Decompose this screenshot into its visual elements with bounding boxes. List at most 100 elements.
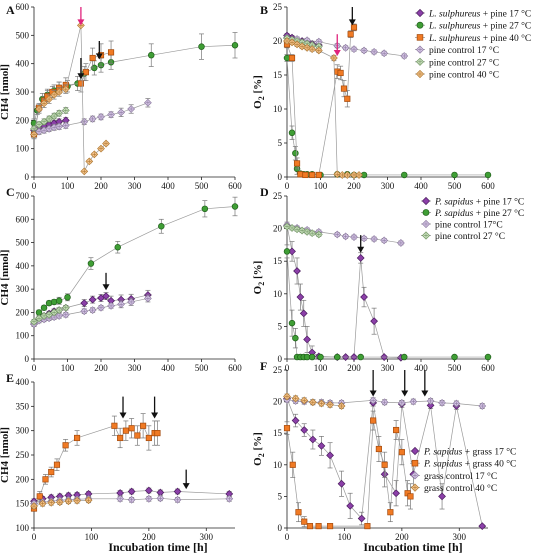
data-point	[293, 160, 301, 167]
y-axis-label: O2 [%]	[252, 432, 266, 466]
x-tick-label: 400	[414, 363, 428, 373]
y-tick-label: 20	[273, 224, 283, 234]
data-point	[303, 335, 311, 344]
data-point	[53, 461, 61, 468]
data-point	[301, 518, 308, 525]
data-point	[74, 434, 81, 442]
data-point	[309, 171, 316, 179]
series-line	[286, 225, 401, 359]
y-tick-label: 600	[16, 2, 30, 12]
data-point	[111, 422, 118, 429]
series-ctrl40	[283, 37, 363, 179]
data-point	[347, 31, 354, 38]
legend-label: grass control 40 °C	[424, 483, 497, 494]
data-point	[344, 95, 351, 102]
x-tick-label: 100	[314, 363, 328, 373]
data-point	[127, 487, 136, 496]
data-point	[173, 487, 182, 496]
data-point	[302, 171, 309, 179]
x-tick-label: 100	[314, 181, 328, 191]
y-tick-label: 500	[16, 30, 30, 40]
series-ctrl17	[30, 98, 152, 139]
x-tick-label: 0	[285, 363, 290, 373]
y-tick-label: 100	[16, 331, 30, 341]
series-line	[33, 425, 158, 509]
data-point	[231, 203, 239, 210]
y-tick-label: 15	[273, 428, 283, 438]
panel-letter: A	[6, 3, 15, 17]
data-point	[327, 523, 334, 530]
data-point	[451, 171, 458, 179]
data-point	[292, 334, 299, 342]
x-tick-label: 300	[128, 181, 142, 191]
data-point	[451, 353, 458, 361]
data-point	[158, 223, 165, 230]
x-tick-label: 300	[381, 363, 395, 373]
data-point	[337, 69, 344, 77]
y-tick-label: 0	[25, 354, 30, 364]
legend-label: L. sulphureus + pine 40 °C	[428, 33, 531, 44]
x-tick-label: 500	[448, 181, 462, 191]
x-tick-label: 300	[453, 532, 467, 542]
x-tick-label: 200	[395, 532, 409, 542]
x-axis-label-left: Incubation time [h]	[108, 540, 207, 554]
panel-C: C 0 100 200 300 400 500 600 0 100 200 300 400 500 600 7…	[0, 185, 242, 373]
x-tick-label: 0	[32, 181, 37, 191]
data-point	[289, 461, 296, 468]
y-tick-label: 15	[273, 256, 283, 266]
x-tick-label: 100	[85, 532, 99, 542]
x-tick-label: 200	[94, 363, 108, 373]
data-point	[48, 468, 55, 476]
data-point	[297, 171, 304, 178]
y-tick-label: 350	[16, 401, 30, 411]
series-pine27	[30, 196, 239, 327]
legend-label: P. sapidus + grass 17 °C	[423, 447, 516, 458]
data-point	[370, 417, 377, 424]
data-point	[201, 205, 209, 213]
data-point	[114, 243, 121, 251]
y-axis-label: CH4 [nmol]	[0, 250, 11, 306]
series-ctrl27	[30, 106, 70, 133]
series-line	[286, 251, 488, 358]
arrow-head	[333, 49, 341, 56]
data-point	[438, 492, 446, 501]
arrow-head	[357, 246, 365, 253]
x-tick-label: 300	[381, 181, 395, 191]
x-tick-label: 400	[414, 181, 428, 191]
x-axis-label-right: Incubation time [h]	[363, 540, 462, 554]
y-tick-label: 20	[273, 36, 283, 46]
arrow-head	[77, 19, 85, 26]
x-tick-label: 300	[128, 363, 142, 373]
y-axis-label: CH4 [nmol]	[0, 427, 11, 483]
data-point	[117, 434, 124, 442]
legend-marker	[416, 21, 424, 29]
data-point	[283, 248, 291, 255]
data-point	[370, 317, 378, 326]
x-tick-label: 100	[61, 363, 75, 373]
x-tick-label: 400	[161, 181, 175, 191]
data-point	[134, 432, 141, 439]
data-point	[36, 493, 43, 500]
x-tick-label: 600	[228, 363, 242, 373]
y-tick-label: 200	[16, 115, 30, 125]
data-point	[306, 523, 314, 530]
data-point	[317, 441, 326, 450]
y-tick-label: 250	[16, 450, 30, 460]
x-tick-label: 300	[200, 532, 214, 542]
y-tick-label: 10	[273, 104, 283, 114]
y-tick-label: 25	[273, 2, 283, 12]
legend-label: L. sulphureus + pine 27 °C	[428, 21, 531, 32]
y-tick-label: 100	[16, 144, 30, 154]
data-point	[337, 479, 346, 488]
arrow-head	[77, 73, 85, 80]
series-ctrl27	[30, 303, 70, 326]
x-tick-label: 0	[285, 532, 290, 542]
series-pine17	[283, 221, 405, 362]
y-tick-label: 700	[16, 191, 30, 201]
legend-label: P. sapidus + pine 27 °C	[434, 208, 524, 219]
series-pine40	[283, 23, 358, 179]
data-point	[357, 353, 364, 361]
y-tick-label: 5	[278, 138, 283, 148]
panel-letter: C	[6, 185, 15, 199]
data-point	[55, 297, 63, 305]
